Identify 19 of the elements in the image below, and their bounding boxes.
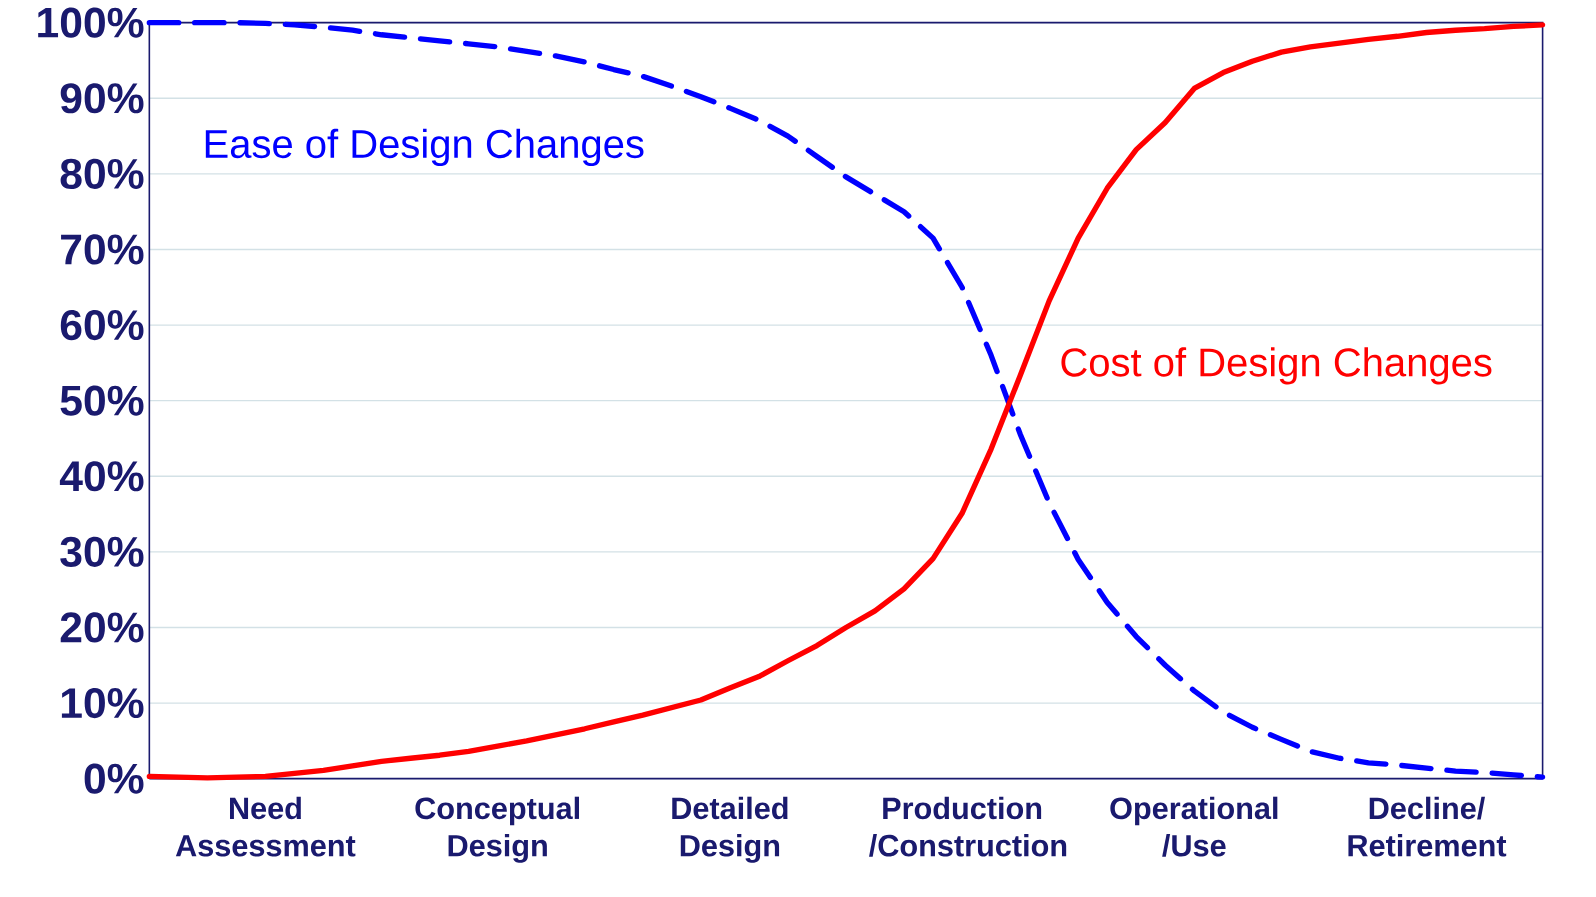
x-tick-label: Conceptual Design: [415, 796, 579, 863]
y-tick-label: 40%: [59, 461, 144, 492]
series-label: Cost of Design Changes: [1061, 347, 1492, 385]
y-tick-label: 90%: [60, 83, 144, 114]
x-tick-label: Need Assessment: [175, 796, 356, 857]
y-tick-label: 50%: [60, 385, 144, 416]
y-tick-label: 0%: [84, 763, 144, 794]
y-tick-label: 10%: [61, 687, 144, 719]
y-tick-label: 60%: [60, 309, 144, 341]
y-tick-label: 70%: [61, 234, 144, 265]
y-tick-label: 30%: [60, 536, 144, 567]
x-tick-label: Operational /Use: [1110, 796, 1278, 857]
x-tick-label: Production /Construction: [869, 796, 1067, 857]
y-tick-label: 20%: [60, 612, 144, 643]
series-label: Ease of Design Changes: [205, 128, 644, 166]
y-tick-label: 80%: [60, 158, 144, 189]
x-tick-label: Detailed Design: [672, 796, 788, 863]
y-tick-label: 100%: [38, 7, 144, 38]
x-tick-label: Decline/ Retirement: [1348, 796, 1507, 857]
